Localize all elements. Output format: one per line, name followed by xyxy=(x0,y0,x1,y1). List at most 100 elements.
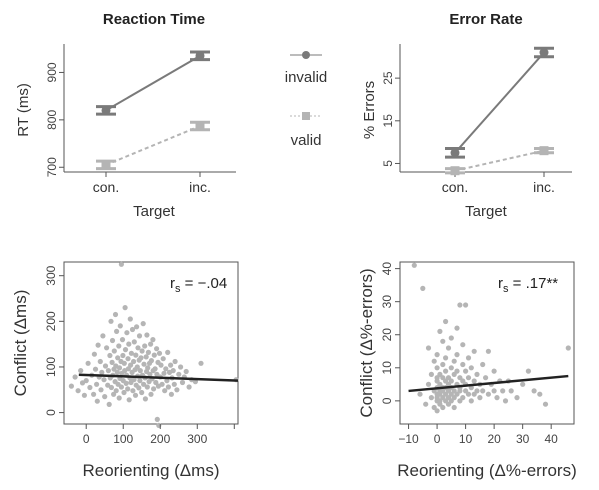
rt-scatter-y-tick-label: 300 xyxy=(44,265,58,285)
er-category-label: inc. xyxy=(533,179,555,195)
er-point-invalid xyxy=(539,48,549,58)
er-scatter-point xyxy=(463,302,469,308)
er-scatter-point xyxy=(520,381,526,387)
rt-scatter-x-tick-label: 100 xyxy=(113,432,133,446)
rt-scatter-point xyxy=(158,362,164,368)
rt-r-value: = −.04 xyxy=(181,275,228,292)
er-scatter-point xyxy=(565,345,571,351)
rt-scatter-point xyxy=(168,362,174,368)
rt-scatter-point xyxy=(117,323,123,329)
rt-scatter-point xyxy=(111,348,117,354)
rt-scatter-panel: Conflict (Δms) Reorienting (Δms) rs = −.… xyxy=(11,261,239,480)
er-scatter-point xyxy=(514,395,520,401)
er-scatter-point xyxy=(471,378,477,384)
rt-scatter-point xyxy=(122,347,129,353)
legend-invalid-marker xyxy=(302,51,310,59)
rt-scatter-point xyxy=(118,384,124,390)
rt-scatter-point xyxy=(133,352,139,358)
rt-series-line xyxy=(105,54,201,112)
rt-point-invalid xyxy=(195,51,205,61)
rt-scatter-point xyxy=(130,388,136,394)
rt-scatter-point xyxy=(143,354,149,360)
rt-scatter-point xyxy=(151,386,157,392)
rt-scatter-point xyxy=(99,369,105,375)
er-scatter-annotation: rs = .17** xyxy=(496,272,570,295)
rt-scatter-annotation: rs = −.04 xyxy=(170,272,234,295)
er-scatter-point xyxy=(448,365,454,371)
er-point-valid xyxy=(450,166,460,176)
er-scatter-point xyxy=(411,262,417,268)
rt-scatter-point xyxy=(102,363,109,369)
rt-scatter-frame xyxy=(63,261,239,425)
legend-invalid-label: invalid xyxy=(285,69,328,86)
er-scatter-x-tick-label: 40 xyxy=(545,432,559,446)
rt-scatter-point xyxy=(136,333,143,339)
legend-valid-label: valid xyxy=(291,132,322,149)
rt-scatter-point xyxy=(148,391,154,397)
rt-scatter-point xyxy=(116,365,123,371)
rt-point-valid xyxy=(195,121,205,131)
er-scatter-y-tick-label: 20 xyxy=(380,328,394,342)
er-scatter-point xyxy=(463,368,469,374)
rt-scatter-point xyxy=(132,392,139,398)
rt-scatter-point xyxy=(126,397,132,403)
rt-scatter-point xyxy=(116,395,122,401)
er-scatter-fit-line xyxy=(408,374,569,393)
rt-r-sub: s xyxy=(175,283,181,295)
er-scatter-point xyxy=(434,365,440,371)
rt-scatter-point xyxy=(68,383,74,389)
er-scatter-point xyxy=(494,395,500,401)
er-scatter-point xyxy=(485,348,491,354)
er-scatter-point xyxy=(471,348,477,354)
rt-scatter-point xyxy=(136,385,142,391)
rt-scatter-point xyxy=(142,343,148,349)
er-scatter-point xyxy=(474,371,480,377)
er-point-invalid xyxy=(450,148,460,158)
er-scatter-point xyxy=(457,302,463,308)
er-r-letter: r xyxy=(498,275,503,292)
rt-scatter-y-tick-label: 200 xyxy=(44,311,58,331)
er-scatter-point xyxy=(445,345,452,351)
er-scatter-point xyxy=(451,404,457,411)
rt-scatter-point xyxy=(87,384,93,391)
er-marks: 5 15 25 con. inc. xyxy=(381,46,555,195)
rt-scatter-point xyxy=(154,346,160,352)
rt-scatter-point xyxy=(159,381,165,387)
rt-scatter-point xyxy=(145,365,151,371)
rt-category-label: con. xyxy=(93,179,119,195)
rt-scatter-point xyxy=(165,349,171,355)
er-scatter-point xyxy=(443,355,449,361)
er-scatter-x-tick-label: −10 xyxy=(398,432,419,446)
rt-scatter-point xyxy=(121,360,127,366)
rt-scatter-point xyxy=(131,339,137,345)
rt-scatter-point xyxy=(91,351,97,357)
rt-scatter-point xyxy=(141,381,147,387)
rt-scatter-point xyxy=(135,345,141,351)
er-scatter-y-title: Conflict (Δ%-errors) xyxy=(357,268,376,417)
rt-scatter-point xyxy=(148,341,154,347)
rt-scatter-point xyxy=(178,364,184,370)
rt-scatter-point xyxy=(131,377,137,383)
rt-scatter-point xyxy=(114,369,120,375)
rt-marks: 700 800 900 con. inc. xyxy=(45,50,211,195)
rt-scatter-point xyxy=(120,352,126,359)
er-scatter-point xyxy=(460,342,466,348)
rt-scatter-point xyxy=(160,356,166,362)
er-x-axis-title: Target xyxy=(465,203,508,220)
rt-scatter-point xyxy=(94,381,100,387)
er-scatter-point xyxy=(477,395,483,401)
rt-scatter-point xyxy=(125,356,131,362)
rt-correlation-label: rs = −.04 xyxy=(170,275,227,295)
rt-scatter-point xyxy=(101,377,107,383)
rt-scatter-y-tick-label: 0 xyxy=(44,409,58,416)
rt-scatter-point xyxy=(152,366,158,372)
rt-scatter-point xyxy=(102,394,108,400)
rt-scatter-point xyxy=(154,416,160,422)
rt-scatter-point xyxy=(128,350,134,356)
rt-scatter-point xyxy=(78,368,84,374)
rt-scatter-point xyxy=(139,389,145,396)
er-scatter-point xyxy=(417,391,423,397)
er-scatter-point xyxy=(440,404,446,411)
er-scatter-point xyxy=(460,395,466,401)
rt-scatter-point xyxy=(114,328,120,334)
